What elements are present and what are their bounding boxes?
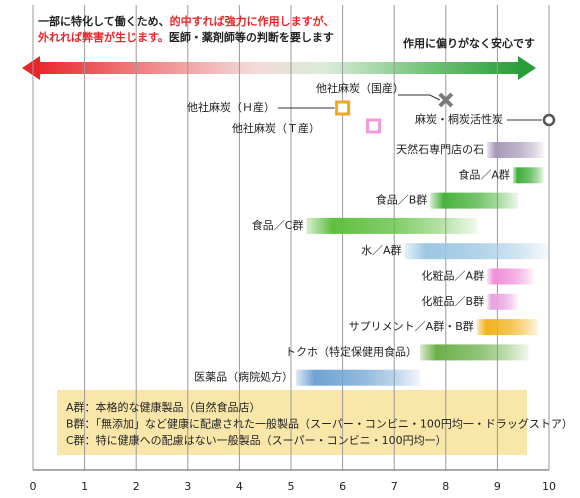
x-tick-label: 3 — [184, 480, 191, 493]
point-marker — [438, 92, 454, 108]
x-tick-label: 9 — [494, 480, 501, 493]
category-label: トクホ（特定保健用食品） — [285, 344, 417, 358]
x-tick-label: 2 — [133, 480, 140, 493]
x-tick-label: 5 — [288, 480, 295, 493]
point-label: 他社麻炭（国産） — [316, 81, 404, 95]
note-segment: 医師・薬剤師等の判断を要します — [169, 30, 334, 44]
range-bar — [404, 243, 549, 260]
legend-box — [57, 390, 527, 455]
legend-note: A群：本格的な健康製品（自然食品店） — [66, 400, 261, 414]
x-tick-label: 6 — [339, 480, 346, 493]
range-bar — [296, 369, 420, 386]
leader-line — [398, 94, 441, 101]
range-bar — [512, 167, 544, 184]
category-label: 天然石専門店の石 — [396, 142, 484, 156]
point-label: 他社麻炭（Ｈ産） — [187, 100, 275, 114]
x-tick-label: 8 — [442, 480, 449, 493]
x-tick-label: 10 — [542, 480, 556, 493]
range-bar — [487, 293, 519, 310]
category-label: 医薬品（病院処方） — [194, 370, 293, 384]
range-bar — [420, 344, 529, 361]
category-label: 水／A群 — [361, 243, 402, 257]
note-text: 一部に特化して働くため、的中すれば強力に作用しますが、 — [38, 14, 334, 28]
note-segment: 外れれば弊害が生じます。 — [37, 30, 169, 44]
legend-note: B群：「無添加」など健康に配慮された一般製品（スーパー・コンビニ・100円均一・… — [66, 417, 573, 431]
x-tick-label: 7 — [391, 480, 398, 493]
point-marker — [366, 118, 382, 134]
range-bar — [430, 192, 519, 209]
note-segment: 一部に特化して働くため、 — [38, 14, 170, 28]
category-label: 食品／A群 — [458, 167, 510, 181]
point-label: 他社麻炭（Ｔ産） — [232, 121, 320, 135]
range-bar — [487, 142, 544, 158]
x-tick-label: 0 — [30, 480, 37, 493]
point-label: 麻炭・桐炭活性炭 — [415, 112, 503, 126]
range-bar — [306, 217, 477, 234]
range-bar — [476, 319, 539, 336]
arrow — [22, 56, 536, 80]
point-marker — [542, 113, 556, 127]
note-segment: 的中すれば強力に作用しますが、 — [170, 14, 335, 28]
x-tick-label: 4 — [236, 480, 243, 493]
category-label: 食品／B群 — [376, 193, 428, 207]
legend-note: C群：特に健康への配慮はない一般製品（スーパー・コンビニ・100円均一） — [66, 433, 447, 447]
note-text: 外れれば弊害が生じます。医師・薬剤師等の判断を要します — [37, 30, 334, 44]
point-marker — [335, 100, 351, 116]
category-label: サプリメント／A群・B群 — [349, 319, 474, 333]
category-label: 食品／C群 — [252, 218, 304, 232]
x-tick-label: 1 — [81, 480, 88, 493]
category-label: 化粧品／B群 — [422, 294, 485, 308]
category-label: 化粧品／A群 — [422, 269, 485, 283]
range-bar — [487, 268, 534, 285]
safe-note: 作用に偏りがなく安心です — [403, 36, 535, 50]
